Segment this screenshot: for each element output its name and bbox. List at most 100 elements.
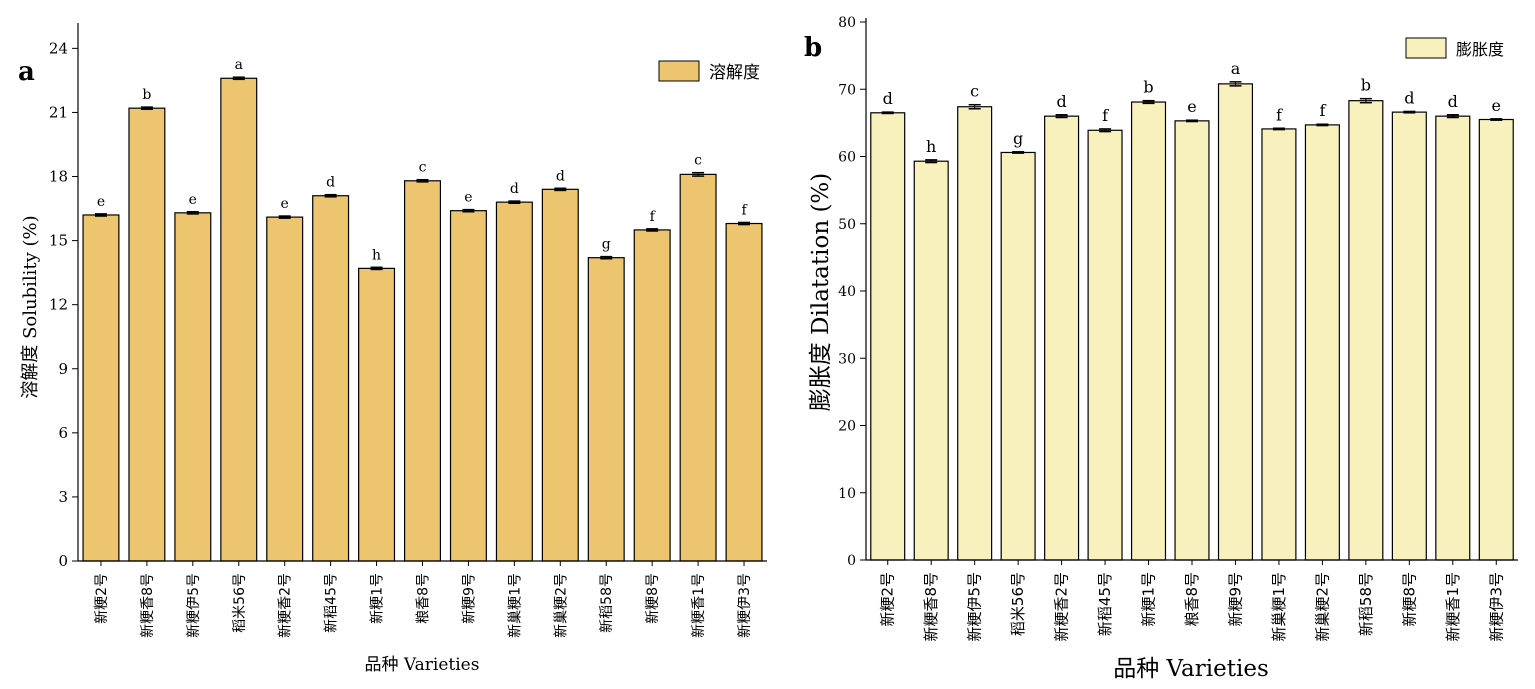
category-label: 稻米56号 [232, 573, 248, 633]
bar [128, 107, 166, 562]
bar [679, 173, 717, 562]
y-tick-label: 18 [49, 168, 68, 186]
category-label: 新粳香2号 [1053, 572, 1071, 642]
significance-letter: f [650, 209, 657, 225]
significance-letter: d [1404, 88, 1414, 107]
bar [913, 160, 949, 561]
significance-letter: e [1492, 96, 1501, 115]
significance-letter: c [419, 160, 427, 176]
y-tick-label: 0 [847, 553, 856, 569]
bar [312, 195, 350, 562]
bar [1217, 83, 1254, 561]
plot-area-a: 0 3 6 9 12 15 18 21 24 e 新粳2号 b 新粳香8号 e 新粳伊5号 a 稻米56号 e 新粳… [49, 23, 767, 638]
bar [266, 216, 304, 562]
y-tick-label: 15 [49, 232, 68, 250]
significance-letter: d [883, 89, 893, 108]
category-label: 新粳香8号 [922, 572, 940, 642]
bar [1435, 115, 1471, 561]
significance-letter: a [1231, 59, 1241, 78]
bar [1391, 111, 1427, 561]
bar [174, 212, 212, 562]
legend-label-b: 膨胀度 [1456, 40, 1504, 59]
y-tick-label: 6 [58, 424, 68, 442]
panel-label-a: a [18, 57, 35, 87]
category-label: 新粳1号 [370, 573, 386, 624]
category-label: 新粳伊3号 [1487, 572, 1505, 642]
category-label: 粮香8号 [1183, 572, 1201, 627]
significance-letter: d [556, 168, 565, 184]
significance-letter: f [1102, 106, 1109, 125]
bar [587, 257, 625, 562]
bar [541, 188, 579, 562]
category-label: 新粳8号 [645, 573, 661, 624]
category-label: 新粳9号 [1226, 572, 1244, 627]
y-tick-label: 40 [838, 284, 856, 300]
significance-letter: g [602, 237, 611, 253]
significance-letter: d [1056, 92, 1066, 111]
panel-label-b: b [804, 33, 822, 63]
significance-letter: d [326, 175, 335, 191]
significance-letter: f [1319, 101, 1326, 120]
bar [449, 210, 487, 562]
bar [1478, 118, 1514, 561]
significance-letter: e [464, 190, 472, 206]
bar [1174, 120, 1210, 561]
category-label: 新粳伊3号 [737, 573, 753, 638]
significance-letter: d [1448, 92, 1458, 111]
category-label: 新粳2号 [94, 573, 110, 624]
category-label: 粮香8号 [416, 573, 432, 624]
significance-letter: b [1361, 76, 1371, 95]
category-label: 新粳2号 [879, 572, 897, 627]
bar [1044, 115, 1080, 561]
bar [725, 222, 763, 562]
significance-letter: c [970, 82, 979, 101]
category-label: 新稻58号 [1357, 572, 1375, 636]
legend-swatch-b [1405, 37, 1447, 59]
bar [403, 180, 442, 562]
bar [633, 229, 671, 562]
significance-letter: h [926, 137, 936, 156]
y-tick-label: 80 [838, 15, 856, 31]
category-label: 新稻58号 [599, 573, 615, 633]
category-label: 稻米56号 [1009, 572, 1027, 636]
significance-letter: e [281, 196, 289, 212]
x-axis-title-a: 品种 Varieties [365, 655, 480, 675]
significance-letter: e [97, 194, 105, 210]
bar [358, 267, 396, 562]
plot-area-b: 0 10 20 30 40 50 60 70 80 d 新粳2号 h 新粳香8号 c 新粳伊5号 g 稻米56号… [838, 15, 1518, 642]
y-tick-label: 10 [838, 486, 856, 502]
y-tick-label: 30 [838, 351, 856, 367]
significance-letter: e [189, 192, 197, 208]
bar [82, 214, 120, 562]
category-label: 新巢粳1号 [1270, 572, 1288, 642]
category-label: 新粳伊5号 [186, 573, 202, 638]
bar [1000, 151, 1036, 561]
y-tick-label: 21 [49, 103, 68, 121]
y-tick-label: 70 [838, 82, 856, 98]
y-tick-label: 50 [838, 217, 856, 233]
bar [1261, 128, 1297, 561]
y-tick-label: 12 [49, 296, 68, 314]
category-label: 新巢粳2号 [553, 573, 569, 638]
y-tick-label: 60 [838, 150, 856, 166]
y-tick-label: 24 [49, 39, 68, 57]
bar [1304, 124, 1340, 561]
significance-letter: h [372, 247, 381, 263]
significance-letter: g [1013, 129, 1023, 148]
bar [1130, 101, 1167, 561]
category-label: 新巢粳1号 [507, 573, 523, 638]
category-label: 新粳香8号 [140, 573, 156, 638]
bar [957, 106, 993, 561]
category-label: 新巢粳2号 [1313, 572, 1331, 642]
significance-letter: e [1187, 97, 1196, 116]
category-label: 新粳伊5号 [966, 572, 984, 642]
significance-letter: b [1143, 78, 1153, 97]
bar [870, 112, 906, 561]
x-axis-title-b: 品种 Varieties [1113, 656, 1269, 682]
legend-a: 溶解度 [658, 60, 760, 83]
significance-letter: f [741, 202, 748, 218]
y-tick-label: 0 [58, 552, 68, 570]
category-label: 新稻45号 [1096, 572, 1114, 636]
category-label: 新粳9号 [461, 573, 477, 624]
